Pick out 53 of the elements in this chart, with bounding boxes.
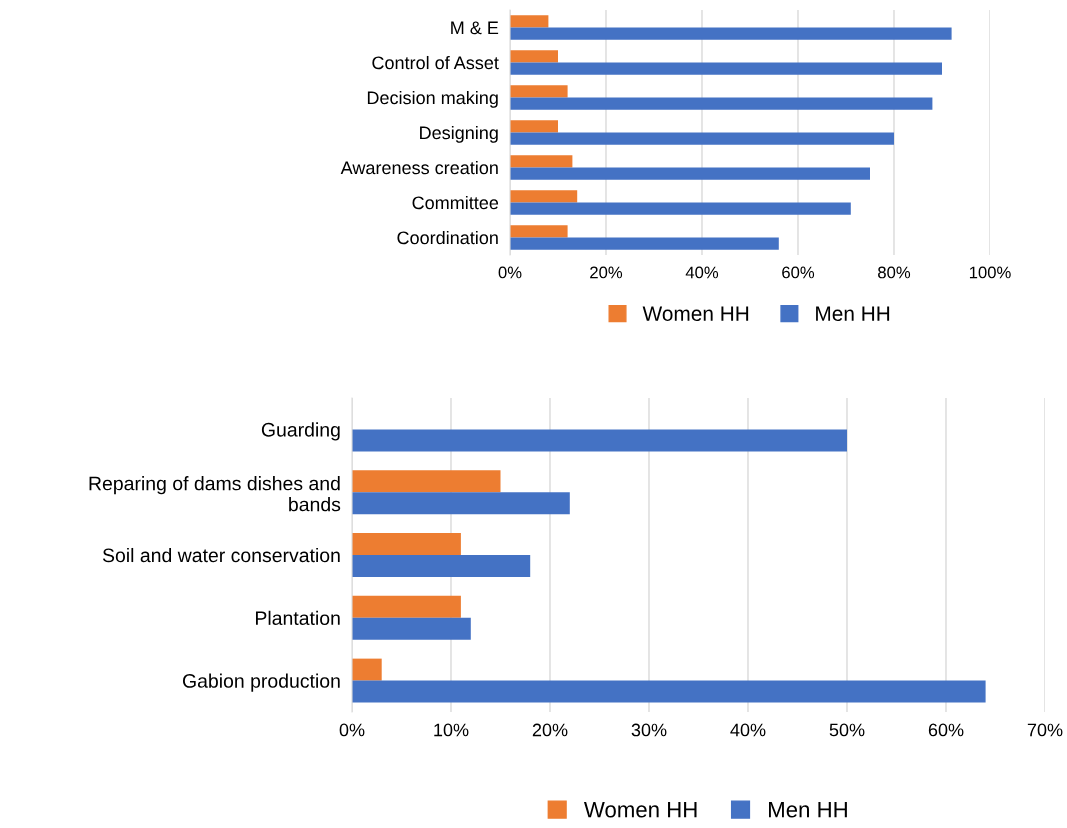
- y-tick-label: Control of Asset: [372, 55, 499, 70]
- y-tick-label: Coordination: [397, 230, 498, 245]
- bar: [510, 85, 568, 98]
- bar: [510, 132, 894, 145]
- bar: [510, 167, 870, 180]
- bar: [352, 492, 570, 515]
- y-tick-label: M & E: [451, 21, 499, 35]
- bar: [510, 15, 549, 28]
- x-tick-label: 0%: [498, 266, 522, 279]
- x-tick-label: 30%: [631, 723, 667, 737]
- y-tick-label: Designing: [420, 125, 498, 143]
- bar: [510, 225, 568, 238]
- y-tick-label: Soil and water conservation: [102, 547, 340, 563]
- y-tick-label: Guarding: [261, 422, 340, 441]
- legend-label: Women HH: [583, 802, 697, 818]
- legend-label: Women HH: [642, 306, 749, 322]
- bar: [510, 190, 578, 203]
- x-tick-label: 100%: [969, 266, 1011, 279]
- bar: [510, 62, 942, 75]
- bar: [510, 120, 558, 133]
- legend-label: Men HH: [816, 306, 890, 322]
- x-tick-label: 40%: [730, 723, 766, 737]
- legend-label: Men HH: [769, 802, 847, 818]
- x-tick-label: 60%: [928, 723, 964, 737]
- y-tick-label: Awareness creation: [340, 160, 498, 175]
- bar: [510, 155, 573, 168]
- y-tick-label: Reparing of dams dishes and bands: [89, 476, 341, 512]
- y-tick-label: Decision making: [367, 90, 498, 108]
- x-tick-label: 60%: [782, 266, 815, 279]
- bar: [352, 658, 382, 681]
- bar: [352, 470, 501, 493]
- x-tick-label: 20%: [532, 723, 568, 737]
- y-tick-label: Plantation: [256, 610, 340, 626]
- bar: [510, 202, 851, 215]
- x-tick-label: 20%: [590, 266, 623, 279]
- x-tick-label: 10%: [434, 723, 469, 737]
- bar: [352, 533, 461, 555]
- bar: [510, 97, 933, 110]
- y-tick-label: Committee: [412, 195, 499, 210]
- bar: [510, 237, 779, 250]
- x-tick-label: 50%: [829, 723, 865, 737]
- bar: [352, 680, 986, 703]
- bar: [510, 27, 952, 40]
- x-tick-label: 0%: [339, 723, 365, 737]
- bar: [510, 50, 558, 63]
- x-tick-label: 80%: [878, 266, 911, 279]
- x-tick-label: 70%: [1027, 723, 1063, 737]
- bar: [352, 555, 531, 577]
- bar: [352, 595, 461, 618]
- y-tick-label: Gabion production: [182, 673, 340, 692]
- bar: [352, 429, 847, 452]
- x-tick-label: 40%: [685, 266, 719, 279]
- bar: [352, 617, 471, 640]
